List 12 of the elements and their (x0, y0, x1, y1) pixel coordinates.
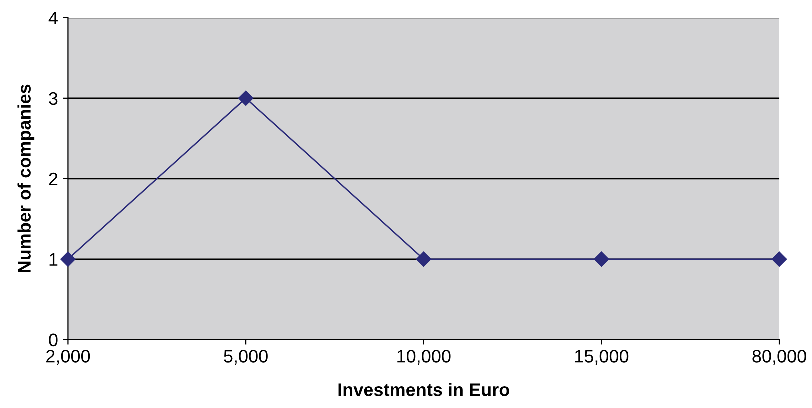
x-tick-label: 2,000 (46, 350, 90, 365)
x-tick-label: 10,000 (398, 350, 451, 365)
y-axis-title: Number of companies (18, 84, 35, 273)
y-tick-label: 3 (49, 92, 58, 106)
x-tick-label: 15,000 (575, 350, 629, 365)
x-tick-label: 5,000 (224, 350, 268, 365)
x-tick-label: 80,000 (752, 350, 806, 365)
y-tick-label: 4 (48, 12, 58, 24)
y-tick-label: 1 (50, 254, 58, 266)
y-tick-label: 2 (49, 172, 58, 186)
x-axis-title: Investments in Euro (338, 383, 510, 396)
y-tick-label: 0 (49, 334, 58, 347)
